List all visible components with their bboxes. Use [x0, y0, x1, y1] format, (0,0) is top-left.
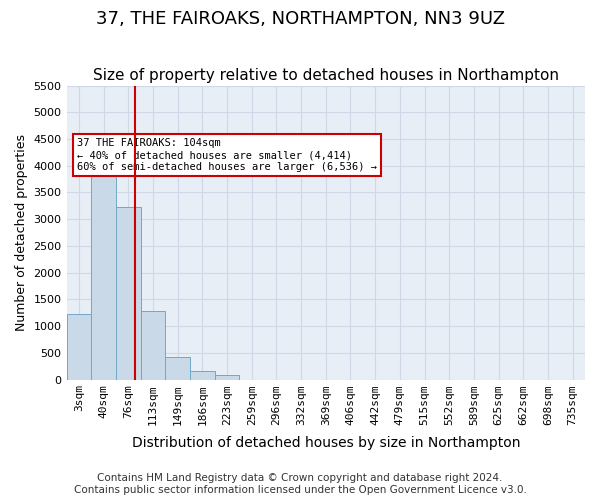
Bar	[190, 371, 215, 380]
Text: 37, THE FAIROAKS, NORTHAMPTON, NN3 9UZ: 37, THE FAIROAKS, NORTHAMPTON, NN3 9UZ	[95, 10, 505, 28]
Title: Size of property relative to detached houses in Northampton: Size of property relative to detached ho…	[93, 68, 559, 83]
Bar	[91, 151, 116, 380]
Bar	[67, 314, 91, 380]
X-axis label: Distribution of detached houses by size in Northampton: Distribution of detached houses by size …	[131, 436, 520, 450]
Text: Contains HM Land Registry data © Crown copyright and database right 2024.
Contai: Contains HM Land Registry data © Crown c…	[74, 474, 526, 495]
Bar	[116, 208, 140, 380]
Text: 37 THE FAIROAKS: 104sqm
← 40% of detached houses are smaller (4,414)
60% of semi: 37 THE FAIROAKS: 104sqm ← 40% of detache…	[77, 138, 377, 172]
Y-axis label: Number of detached properties: Number of detached properties	[15, 134, 28, 331]
Bar	[215, 374, 239, 380]
Bar	[165, 357, 190, 380]
Bar	[140, 311, 165, 380]
